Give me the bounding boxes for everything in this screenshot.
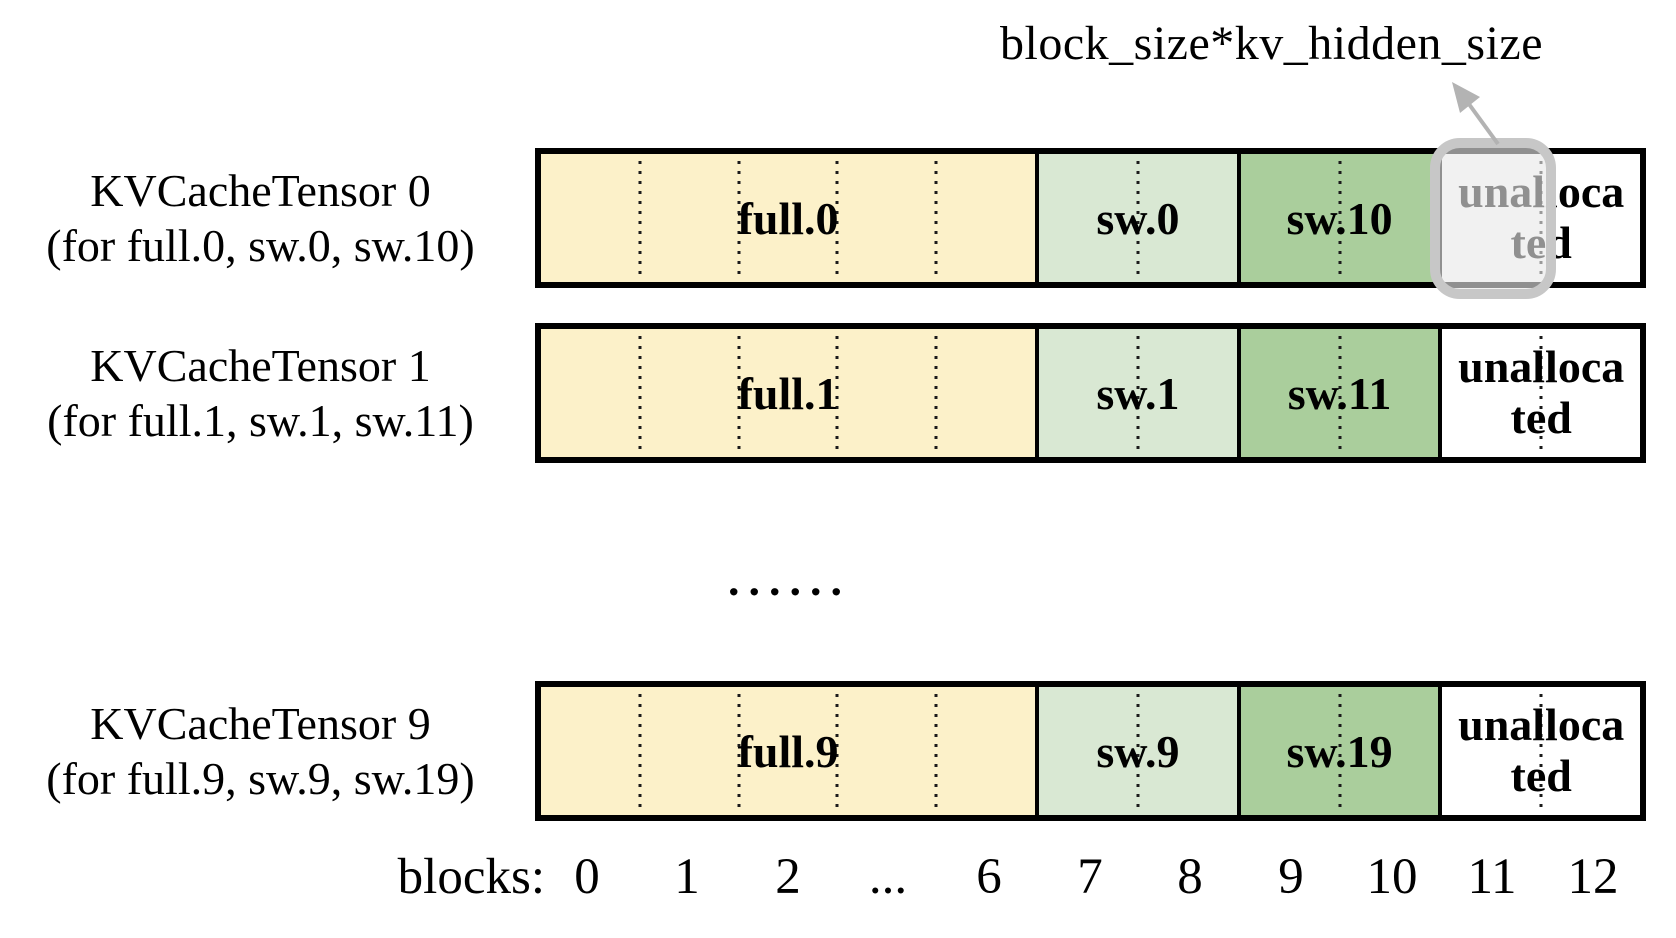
full-section-label: full.0 xyxy=(737,192,839,244)
continuation-ellipsis: ...... xyxy=(728,554,851,605)
full-attention-section: full.1 xyxy=(541,329,1036,457)
tensor-subtitle: (for full.0, sw.0, sw.10) xyxy=(46,220,475,271)
kv-cache-bar: full.1 sw.1 sw.11 unalloca ted xyxy=(535,323,1646,463)
block-index-tick: 8 xyxy=(1177,849,1203,905)
tensor-subtitle: (for full.1, sw.1, sw.11) xyxy=(47,395,474,446)
tensor-subtitle: (for full.9, sw.9, sw.19) xyxy=(46,753,475,804)
block-divider-dotted xyxy=(1338,336,1342,450)
block-divider-dotted xyxy=(737,161,741,275)
block-index-tick: 1 xyxy=(674,849,700,905)
sliding-window-section-2: sw.11 xyxy=(1236,329,1439,457)
unallocated-section: unalloca ted xyxy=(1438,687,1641,815)
block-index-tick: 0 xyxy=(574,849,600,905)
block-divider-dotted xyxy=(1136,694,1140,808)
kvcache-tensor-row: KVCacheTensor 1 (for full.1, sw.1, sw.11… xyxy=(0,323,1676,463)
sliding-window-section-2: sw.19 xyxy=(1236,687,1439,815)
sliding-window-section: sw.9 xyxy=(1035,687,1237,815)
block-index-tick: 7 xyxy=(1077,849,1103,905)
tensor-row-label: KVCacheTensor 9 (for full.9, sw.9, sw.19… xyxy=(8,681,513,821)
block-divider-dotted xyxy=(737,694,741,808)
block-divider-dotted xyxy=(1136,336,1140,450)
highlighted-block-outline xyxy=(1430,138,1556,299)
block-divider-dotted xyxy=(1539,694,1543,808)
block-divider-dotted xyxy=(934,694,938,808)
full-section-label: full.1 xyxy=(737,367,839,419)
block-divider-dotted xyxy=(1338,161,1342,275)
block-index-tick: 6 xyxy=(976,849,1002,905)
block-divider-dotted xyxy=(1136,161,1140,275)
unallocated-section: unalloca ted xyxy=(1438,329,1641,457)
block-divider-dotted xyxy=(1539,336,1543,450)
block-divider-dotted xyxy=(1338,694,1342,808)
block-size-annotation: block_size*kv_hidden_size xyxy=(1000,17,1544,70)
block-divider-dotted xyxy=(638,694,642,808)
tensor-title: KVCacheTensor 1 xyxy=(90,339,431,391)
sw-section-label: sw.9 xyxy=(1096,725,1180,777)
unallocated-line-1: unalloca xyxy=(1458,341,1625,393)
unallocated-section-label: unalloca ted xyxy=(1458,700,1624,801)
unallocated-line-1: unalloca xyxy=(1458,699,1625,751)
unallocated-line-2: ted xyxy=(1510,392,1572,443)
sw-section-label: sw.0 xyxy=(1096,192,1180,244)
block-index-tick: ... xyxy=(868,849,908,905)
kvcache-tensor-row: KVCacheTensor 0 (for full.0, sw.0, sw.10… xyxy=(0,148,1676,288)
block-divider-dotted xyxy=(737,336,741,450)
blocks-axis-label: blocks: xyxy=(397,849,545,905)
sw2-section-label: sw.10 xyxy=(1286,192,1393,244)
block-index-tick: 11 xyxy=(1467,849,1517,905)
sliding-window-section: sw.0 xyxy=(1035,154,1237,282)
tensor-row-label: KVCacheTensor 1 (for full.1, sw.1, sw.11… xyxy=(8,323,513,463)
sw2-section-label: sw.11 xyxy=(1287,367,1392,419)
block-divider-dotted xyxy=(934,336,938,450)
block-index-tick: 12 xyxy=(1567,849,1619,905)
full-attention-section: full.9 xyxy=(541,687,1036,815)
kvcache-tensor-row: KVCacheTensor 9 (for full.9, sw.9, sw.19… xyxy=(0,681,1676,821)
sw2-section-label: sw.19 xyxy=(1286,725,1393,777)
tensor-title: KVCacheTensor 0 xyxy=(90,164,431,216)
unallocated-section-label: unalloca ted xyxy=(1458,342,1624,443)
unallocated-line-2: ted xyxy=(1510,750,1572,801)
full-attention-section: full.0 xyxy=(541,154,1036,282)
blocks-axis: blocks: 0 1 2 ... 6 7 8 9 10 11 12 xyxy=(0,848,1676,918)
block-index-tick: 2 xyxy=(775,849,801,905)
block-divider-dotted xyxy=(638,161,642,275)
block-divider-dotted xyxy=(835,694,839,808)
sliding-window-section-2: sw.10 xyxy=(1236,154,1439,282)
block-divider-dotted xyxy=(835,336,839,450)
block-divider-dotted xyxy=(835,161,839,275)
block-divider-dotted xyxy=(638,336,642,450)
kv-cache-bar: full.9 sw.9 sw.19 unalloca ted xyxy=(535,681,1646,821)
tensor-row-label: KVCacheTensor 0 (for full.0, sw.0, sw.10… xyxy=(8,148,513,288)
block-divider-dotted xyxy=(934,161,938,275)
sw-section-label: sw.1 xyxy=(1096,367,1180,419)
block-index-tick: 10 xyxy=(1366,849,1418,905)
tensor-title: KVCacheTensor 9 xyxy=(90,697,431,749)
full-section-label: full.9 xyxy=(737,725,839,777)
block-index-tick: 9 xyxy=(1278,849,1304,905)
sliding-window-section: sw.1 xyxy=(1035,329,1237,457)
